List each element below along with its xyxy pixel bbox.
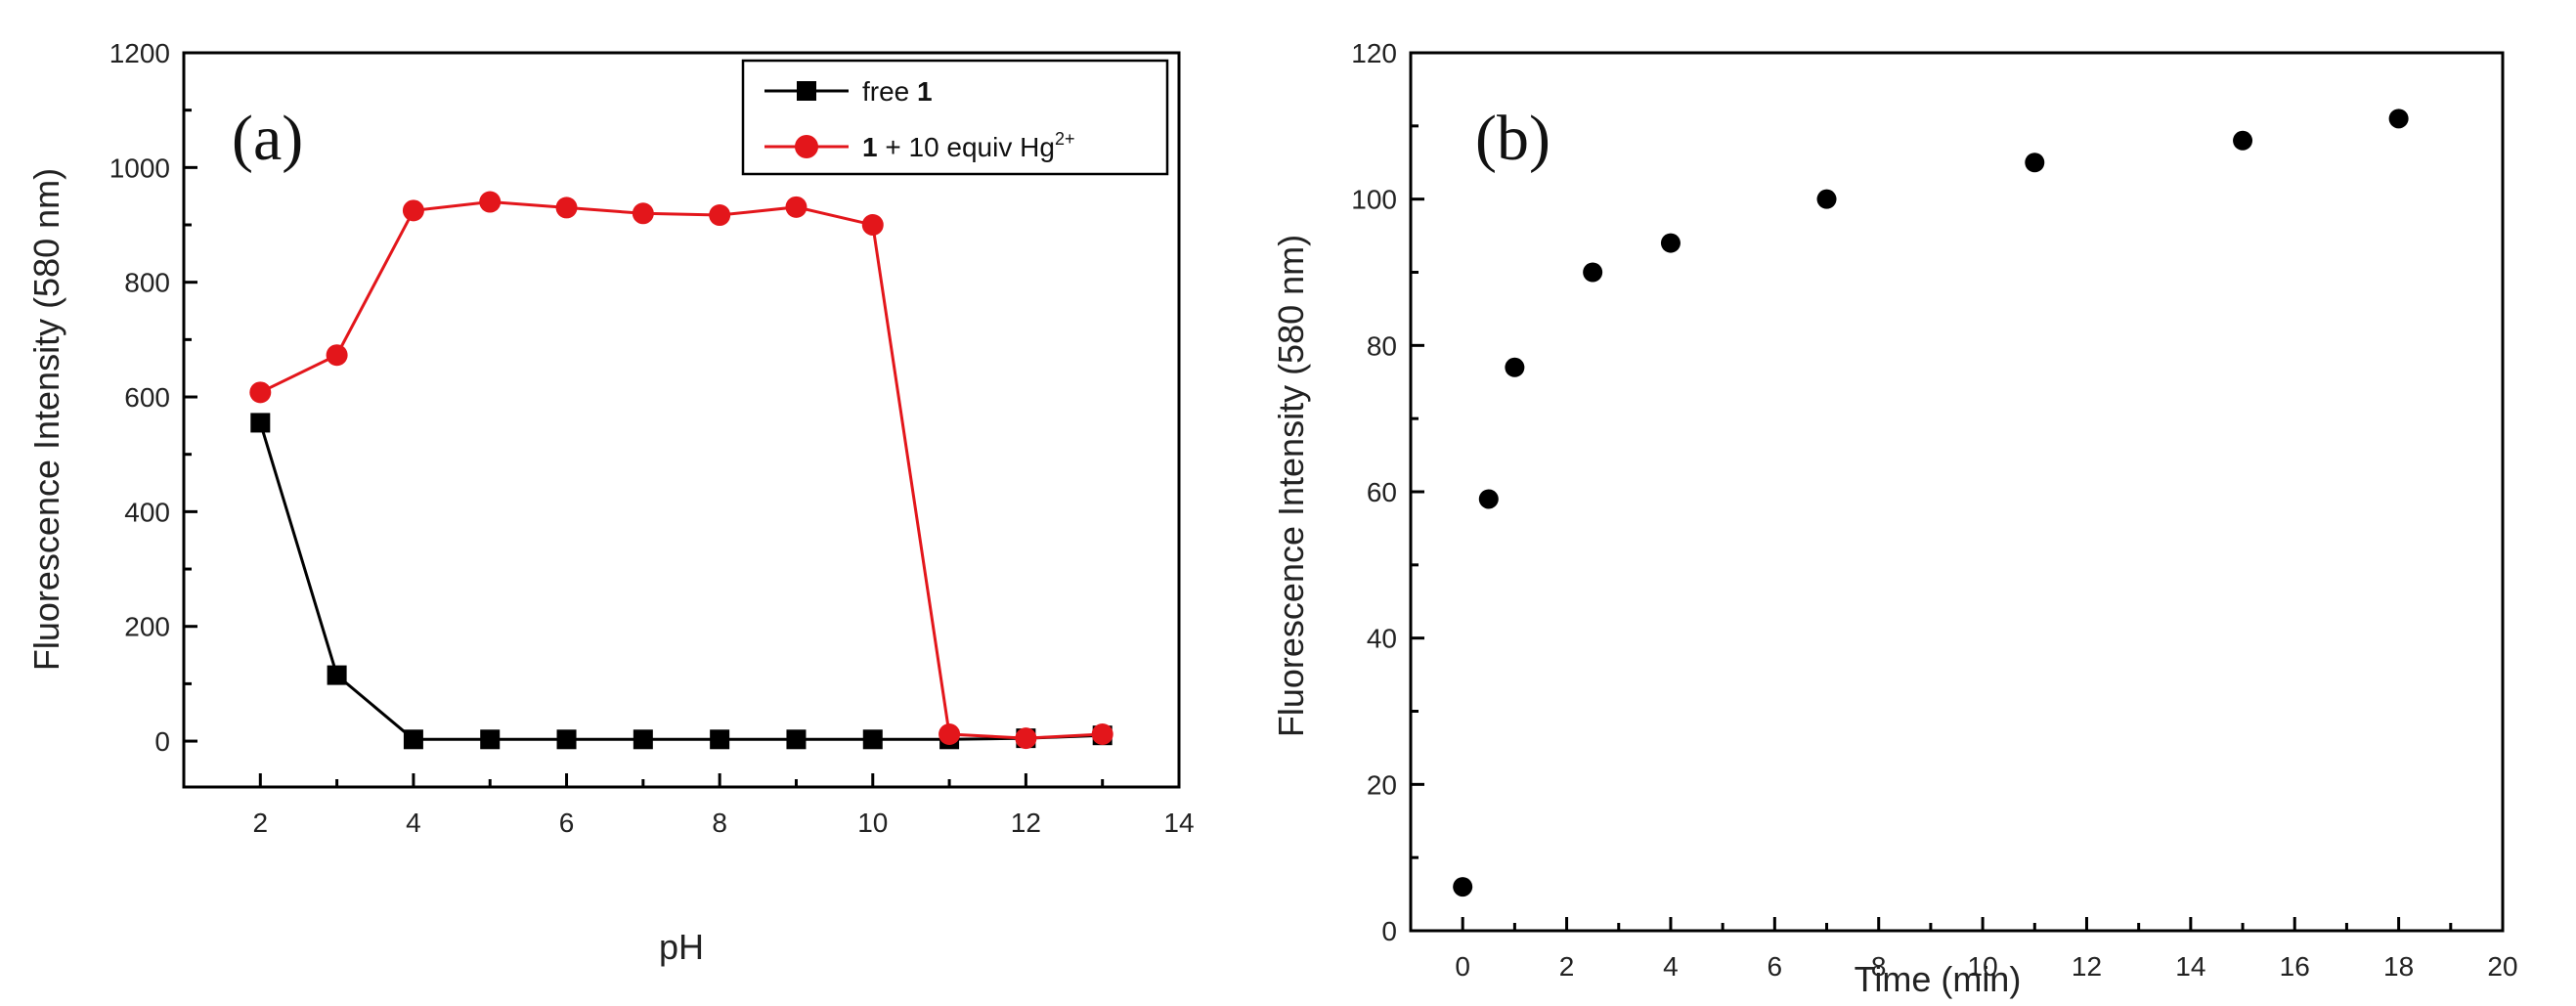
panel-b-x-tick-label: 4	[1663, 951, 1679, 982]
panel-a-series-0-point	[480, 729, 501, 750]
panel-a-ticks: 2 4 6 8 10 12 14 0 200 400 600 800 1000 1200	[109, 38, 1195, 838]
panel-a-x-tick-label: 4	[406, 808, 421, 838]
legend-free-label: free 1	[862, 76, 933, 107]
panel-a-x-tick-label: 8	[712, 808, 727, 838]
panel-a-series-1-point	[479, 191, 502, 213]
panel-b: 0 2 4 6 8 10 12 14 16 18 20 0 20 40 60 80 100 120 (b) Tim…	[1271, 38, 2518, 999]
panel-b-series	[1453, 109, 2409, 897]
panel-a-series-1-point	[1091, 723, 1113, 746]
panel-a-plot-frame	[182, 51, 1181, 789]
panel-a-y-axis-title: Fluorescence Intensity (580 nm)	[26, 168, 66, 671]
panel-a-series-0-point	[403, 729, 423, 750]
panel-a-y-tick-label: 1200	[109, 38, 170, 68]
panel-a-y-tick-label: 0	[154, 726, 170, 757]
legend-hg-label: 1 + 10 equiv Hg2+	[862, 129, 1074, 162]
panel-a-x-axis-title: pH	[659, 927, 704, 967]
panel-b-y-tick-label: 60	[1367, 477, 1397, 507]
panel-b-series-0-point	[1505, 357, 1525, 377]
panel-b-x-tick-label: 20	[2487, 951, 2517, 982]
panel-b-y-tick-label: 40	[1367, 624, 1397, 654]
panel-b-series-0-point	[1660, 233, 1681, 253]
panel-a-x-tick-label: 6	[559, 808, 575, 838]
panel-b-x-tick-label: 2	[1559, 951, 1575, 982]
panel-a-series-0-point	[250, 413, 271, 433]
panel-b-x-tick-label: 18	[2383, 951, 2414, 982]
panel-a-series-1-point	[709, 204, 731, 227]
panel-b-x-tick-label: 0	[1455, 951, 1470, 982]
panel-b-y-tick-label: 0	[1381, 916, 1397, 946]
panel-a-series-0-point	[327, 665, 347, 685]
panel-a-y-tick-label: 200	[124, 612, 170, 642]
panel-b-y-tick-label: 120	[1351, 38, 1397, 68]
panel-b-series-0-point	[2233, 130, 2253, 151]
panel-b-y-tick-label: 80	[1367, 330, 1397, 361]
panel-a-x-tick-label: 14	[1163, 808, 1194, 838]
panel-b-x-tick-label: 6	[1768, 951, 1783, 982]
panel-a-series-1-point	[861, 214, 884, 237]
panel-b-series-0-point	[2025, 153, 2045, 173]
panel-a-series-0-line	[258, 421, 1103, 741]
panel-b-y-axis-title: Fluorescence Intensity (580 nm)	[1271, 235, 1311, 737]
panel-a-y-tick-label: 400	[124, 497, 170, 527]
panel-a-y-tick-label: 800	[124, 268, 170, 298]
panel-a-x-tick-label: 12	[1011, 808, 1041, 838]
panel-b-x-axis-title: Time (min)	[1855, 959, 2022, 999]
panel-a-series-1-point	[1015, 727, 1037, 750]
panel-b-x-tick-label: 8	[1871, 951, 1887, 982]
panel-a-series-1-point	[249, 381, 272, 404]
legend-free-square-marker	[797, 81, 816, 101]
legend-hg-circle-marker	[795, 135, 818, 158]
panel-a-series-1-point	[402, 199, 424, 222]
panel-a-series	[249, 191, 1113, 750]
panel-a-label: (a)	[232, 103, 303, 174]
panel-b-series-0-point	[2388, 109, 2409, 129]
panel-a-legend: free 1 1 + 10 equiv Hg2+	[741, 59, 1169, 176]
panel-a: 2 4 6 8 10 12 14 0 200 400 600 800 1000 1200 (a) pH F…	[26, 38, 1195, 967]
panel-b-label: (b)	[1475, 103, 1550, 174]
panel-a-x-tick-label: 2	[253, 808, 269, 838]
panel-a-series-1-line	[259, 200, 1103, 740]
panel-a-series-0-point	[786, 729, 807, 750]
panel-a-y-tick-label: 1000	[109, 153, 170, 183]
panel-a-series-0-point	[710, 729, 730, 750]
panel-a-series-1-point	[632, 202, 654, 225]
panel-b-x-tick-label: 10	[1968, 951, 1998, 982]
panel-a-series-0-point	[862, 729, 883, 750]
panel-a-y-tick-label: 600	[124, 382, 170, 413]
panel-a-series-0-point	[556, 729, 577, 750]
panel-a-series-1-point	[785, 196, 808, 218]
panel-b-series-0-point	[1583, 262, 1603, 283]
panel-b-plot-frame	[1409, 51, 2505, 933]
panel-b-series-0-point	[1478, 489, 1499, 509]
panel-a-x-tick-label: 10	[857, 808, 888, 838]
panel-b-x-tick-label: 14	[2175, 951, 2205, 982]
panel-b-y-tick-label: 20	[1367, 769, 1397, 800]
panel-a-series-1-point	[326, 344, 348, 367]
panel-b-series-0-point	[1453, 877, 1473, 897]
panel-b-y-tick-label: 100	[1351, 185, 1397, 215]
panel-b-series-0-point	[1816, 189, 1837, 209]
panel-b-x-tick-label: 16	[2280, 951, 2310, 982]
panel-a-series-1-point	[939, 723, 961, 746]
panel-a-series-0-point	[633, 729, 653, 750]
panel-b-x-tick-label: 12	[2072, 951, 2102, 982]
panel-a-series-1-point	[555, 197, 578, 219]
